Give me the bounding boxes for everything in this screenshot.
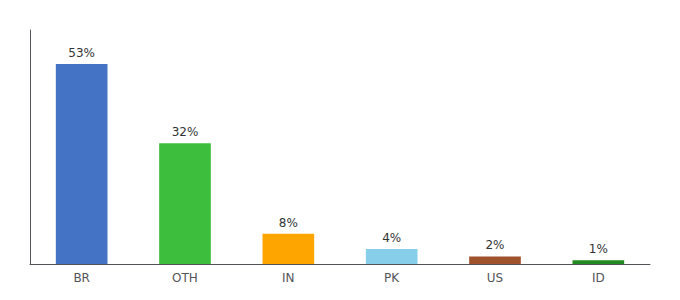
svg-text:OTH: OTH bbox=[172, 271, 198, 285]
svg-text:4%: 4% bbox=[382, 231, 401, 245]
svg-text:ID: ID bbox=[592, 271, 605, 285]
svg-text:PK: PK bbox=[384, 271, 400, 285]
svg-text:32%: 32% bbox=[172, 125, 199, 139]
svg-text:BR: BR bbox=[73, 271, 90, 285]
svg-text:US: US bbox=[487, 271, 503, 285]
svg-text:2%: 2% bbox=[485, 238, 504, 252]
svg-text:8%: 8% bbox=[279, 216, 298, 230]
svg-text:53%: 53% bbox=[68, 46, 95, 60]
svg-text:1%: 1% bbox=[589, 242, 608, 256]
svg-text:IN: IN bbox=[282, 271, 295, 285]
